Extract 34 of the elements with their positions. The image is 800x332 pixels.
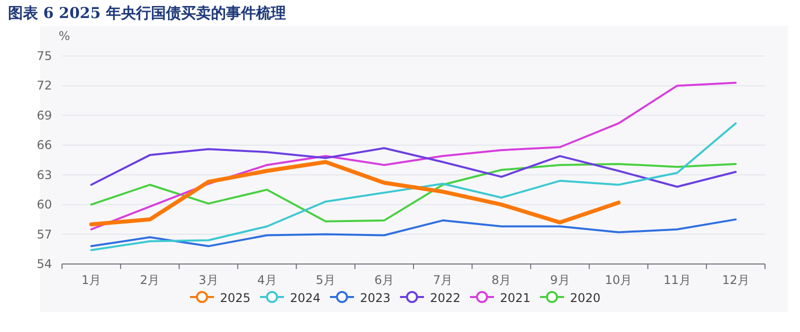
- y-tick-label: 54: [36, 257, 52, 271]
- legend-label: 2022: [430, 291, 461, 305]
- x-tick-label: 11月: [663, 273, 691, 287]
- y-axis-title: %: [58, 29, 70, 43]
- line-series: [90, 147, 737, 188]
- x-tick-label: 3月: [198, 273, 218, 287]
- legend-label: 2023: [360, 291, 391, 305]
- y-tick-label: 57: [36, 227, 52, 242]
- line-series: [90, 122, 737, 252]
- x-tick-label: 1月: [81, 273, 102, 287]
- x-tick-label: 5月: [316, 273, 336, 287]
- legend-label: 2025: [220, 291, 251, 305]
- legend-label: 2024: [290, 291, 321, 305]
- line-series: [89, 160, 621, 226]
- x-tick-label: 8月: [492, 273, 512, 287]
- line-series: [90, 218, 737, 248]
- y-tick-label: 69: [36, 108, 52, 122]
- y-tick-label: 66: [36, 138, 52, 152]
- x-tick-label: 12月: [722, 273, 750, 287]
- x-tick-label: 10月: [604, 273, 632, 287]
- legend-label: 2021: [500, 291, 531, 305]
- x-tick-label: 2月: [140, 273, 160, 287]
- y-tick-label: 60: [36, 198, 52, 212]
- line-series: [90, 82, 737, 230]
- y-tick-label: 72: [36, 78, 52, 93]
- y-tick-label: 63: [36, 168, 52, 182]
- y-tick-label: 75: [36, 49, 52, 63]
- x-tick-label: 4月: [257, 273, 277, 287]
- legend-label: 2020: [570, 291, 601, 305]
- line-series: [90, 162, 737, 222]
- chart-title: 图表 6 2025 年央行国债买卖的事件梳理: [8, 4, 286, 22]
- x-tick-label: 7月: [432, 273, 453, 287]
- x-tick-label: 6月: [374, 273, 394, 287]
- x-tick-label: 9月: [550, 273, 570, 287]
